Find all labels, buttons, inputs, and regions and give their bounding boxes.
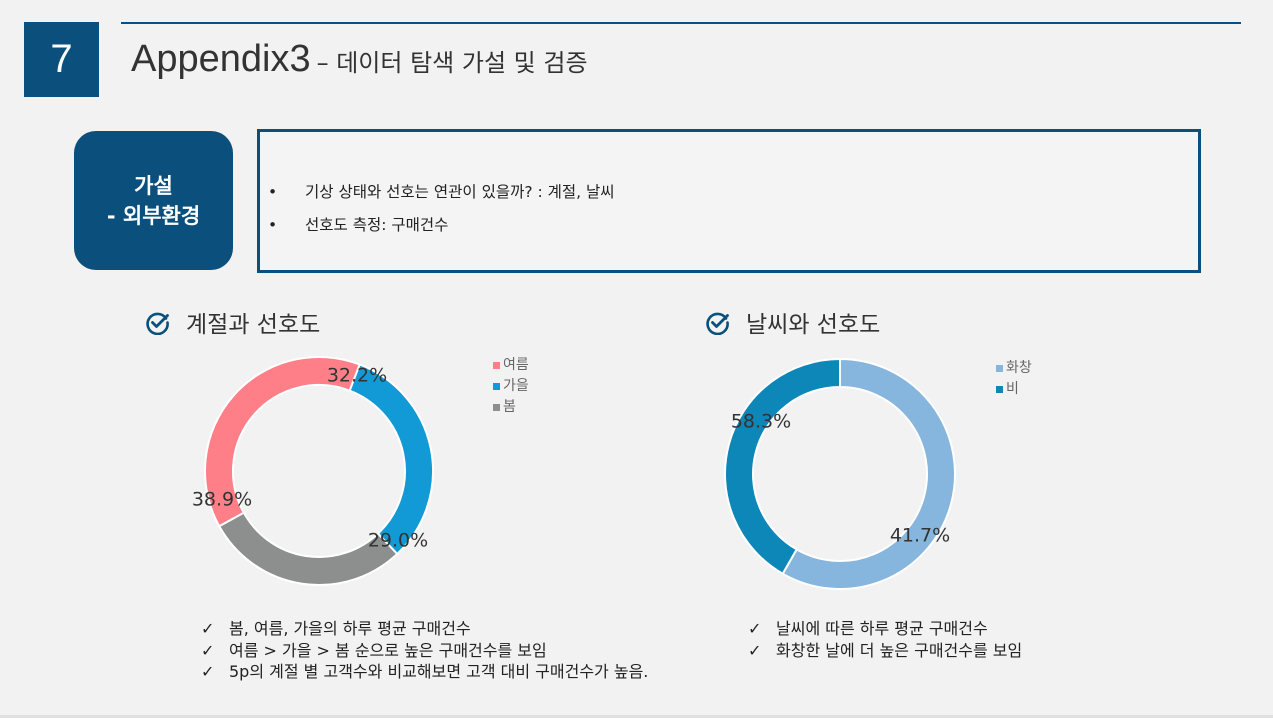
data-label-2: 32.2%: [327, 365, 387, 387]
check-mark-icon: ✓: [201, 640, 215, 660]
hypothesis-bullet-text: 선호도 측정: 구매건수: [305, 216, 449, 234]
hypothesis-badge: 가설 - 외부환경: [74, 131, 233, 270]
check-mark-icon: ✓: [748, 640, 762, 660]
note-row: ✓ 봄, 여름, 가을의 하루 평균 구매건수: [201, 618, 648, 640]
hypothesis-list: • 기상 상태와 선호는 연관이 있을까? : 계절, 날씨 • 선호도 측정: 구…: [268, 176, 615, 242]
weather-donut-chart: 58.3% 41.7%: [724, 357, 956, 590]
hypothesis-bullet: • 기상 상태와 선호는 연관이 있을까? : 계절, 날씨: [268, 176, 615, 209]
note-text: 5p의 계절 별 고객수와 비교해보면 고객 대비 구매건수가 높음.: [229, 662, 649, 681]
check-mark-icon: ✓: [201, 619, 215, 638]
note-row: ✓ 날씨에 따른 하루 평균 구매건수: [748, 618, 1022, 640]
note-row: ✓ 화창한 날에 더 높은 구매건수를 보임: [748, 640, 1022, 662]
legend-swatch: [996, 386, 1003, 393]
note-text: 날씨에 따른 하루 평균 구매건수: [776, 619, 988, 638]
donut-slice-1: [781, 357, 956, 590]
note-text: 여름 > 가을 > 봄 순으로 높은 구매건수를 보임: [229, 640, 547, 660]
hypothesis-box: • 기상 상태와 선호는 연관이 있을까? : 계절, 날씨 • 선호도 측정: 구…: [257, 129, 1201, 273]
header-rule: [121, 22, 1241, 24]
check-circle-icon: [706, 312, 729, 335]
note-row: ✓ 여름 > 가을 > 봄 순으로 높은 구매건수를 보임: [201, 640, 648, 662]
data-label-1: 38.9%: [192, 489, 252, 511]
legend-item-autumn: 가을: [493, 376, 529, 397]
hypothesis-bullet: • 선호도 측정: 구매건수: [268, 209, 615, 242]
season-donut-chart: 38.9% 32.2% 29.0%: [192, 356, 434, 586]
legend-label: 가을: [503, 378, 529, 394]
legend-item-summer: 여름: [493, 355, 529, 376]
legend-item-rain: 비: [996, 379, 1032, 400]
weather-notes: ✓ 날씨에 따른 하루 평균 구매건수 ✓ 화창한 날에 더 높은 구매건수를 보임: [748, 618, 1022, 661]
weather-legend: 화창 비: [996, 358, 1032, 400]
weather-section-label: 날씨와 선호도: [746, 312, 881, 338]
data-label-3: 29.0%: [368, 530, 428, 552]
page-title-main: Appendix3: [131, 38, 311, 80]
data-label-2: 41.7%: [890, 525, 950, 547]
check-mark-icon: ✓: [748, 619, 762, 638]
check-mark-icon: ✓: [201, 662, 215, 681]
check-circle-icon: [146, 312, 169, 335]
legend-label: 봄: [503, 399, 516, 415]
hypothesis-badge-line1: 가설: [134, 173, 173, 198]
note-text: 봄, 여름, 가을의 하루 평균 구매건수: [229, 619, 471, 638]
donut-slice-2: [724, 357, 841, 576]
legend-swatch: [493, 404, 500, 411]
weather-section-title: 날씨와 선호도: [705, 305, 880, 339]
page-title-sub: – 데이터 탐색 가설 및 검증: [316, 49, 588, 77]
page-number: 7: [24, 22, 99, 97]
donut-slice-3: [217, 511, 399, 586]
hypothesis-bullet-text: 기상 상태와 선호는 연관이 있을까? : 계절, 날씨: [305, 183, 615, 201]
note-row: ✓ 5p의 계절 별 고객수와 비교해보면 고객 대비 구매건수가 높음.: [201, 661, 648, 683]
legend-item-sunny: 화창: [996, 358, 1032, 379]
season-legend: 여름 가을 봄: [493, 355, 529, 418]
legend-item-spring: 봄: [493, 397, 529, 418]
legend-swatch: [493, 383, 500, 390]
footer-rule: [0, 715, 1273, 718]
season-notes: ✓ 봄, 여름, 가을의 하루 평균 구매건수 ✓ 여름 > 가을 > 봄 순으로 …: [201, 618, 648, 683]
legend-label: 비: [1006, 381, 1019, 397]
season-section-label: 계절과 선호도: [186, 312, 321, 338]
legend-swatch: [996, 365, 1003, 372]
season-section-title: 계절과 선호도: [145, 305, 320, 339]
hypothesis-badge-line2: - 외부환경: [106, 203, 201, 228]
page-title: Appendix3– 데이터 탐색 가설 및 검증: [131, 38, 588, 81]
bullet-marker: •: [268, 183, 278, 201]
data-label-1: 58.3%: [731, 411, 791, 433]
note-text: 화창한 날에 더 높은 구매건수를 보임: [776, 640, 1023, 660]
legend-label: 화창: [1006, 360, 1032, 376]
legend-label: 여름: [503, 357, 529, 373]
legend-swatch: [493, 362, 500, 369]
bullet-marker: •: [268, 216, 278, 234]
